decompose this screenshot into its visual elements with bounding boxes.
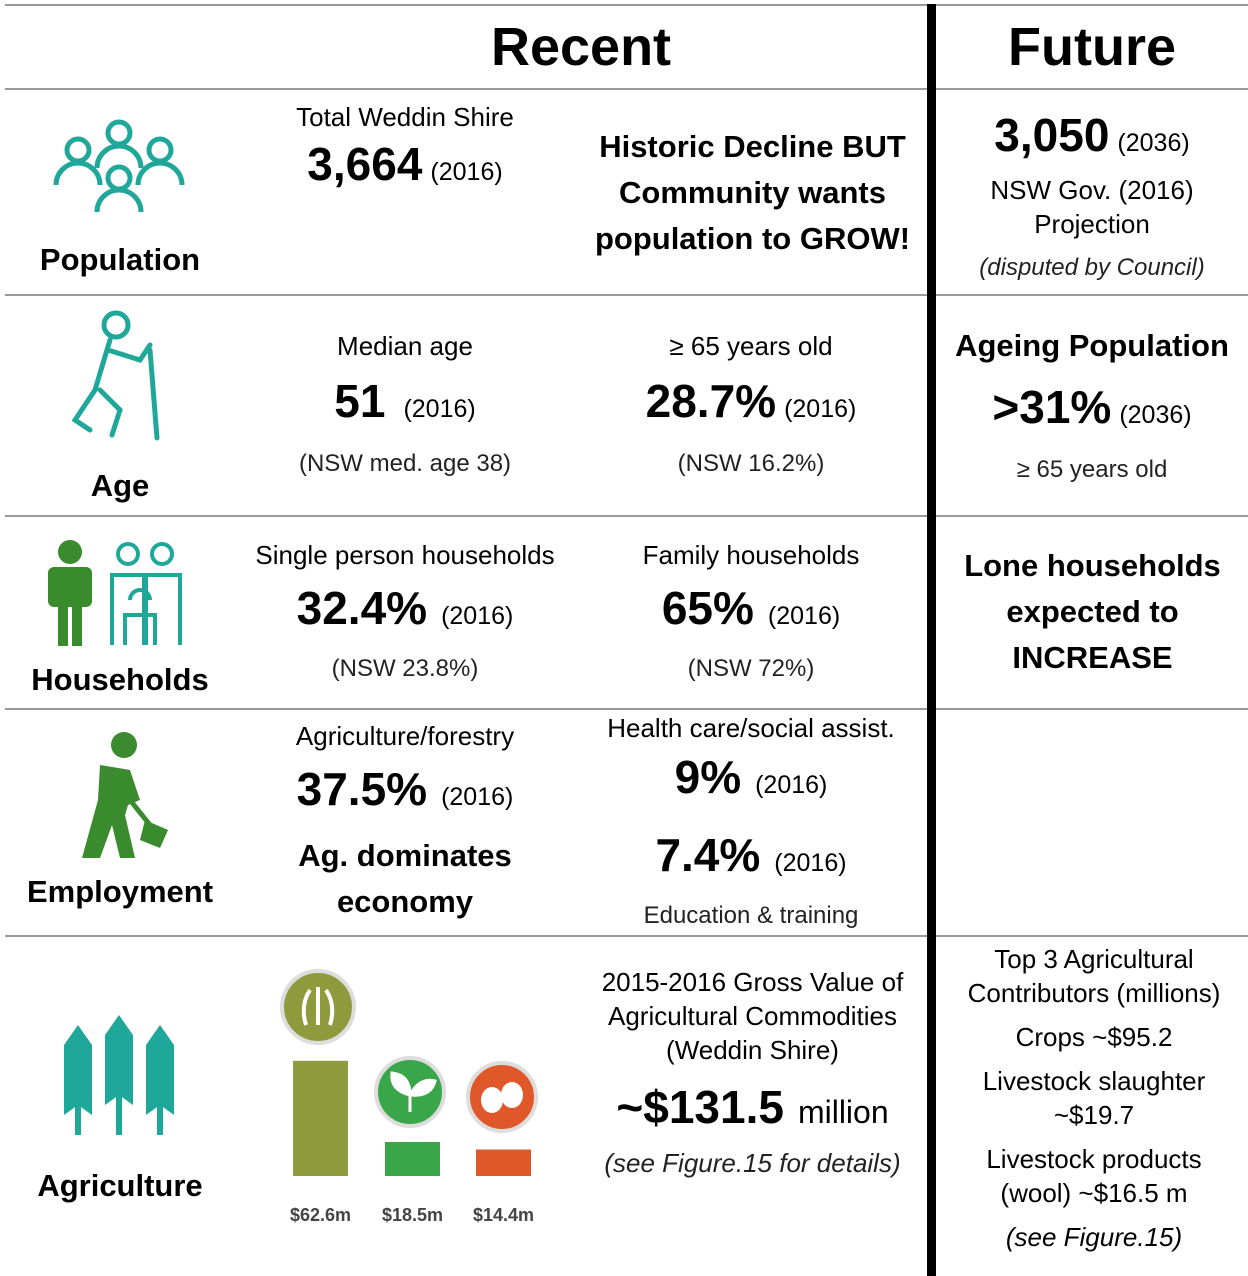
households-icon (48, 540, 182, 646)
header-recent: Recent (490, 16, 672, 77)
caption: Family households (642, 540, 860, 570)
value: 37.5% (296, 763, 428, 815)
value: 28.7% (645, 375, 777, 427)
bar (385, 1141, 440, 1176)
cell: ≥ 65 years old 28.7% (2016) (NSW 16.2%) (575, 300, 927, 510)
cell: Family households 65% (2016) (NSW 72%) (575, 520, 927, 704)
rule (5, 88, 1248, 90)
bar (476, 1149, 531, 1176)
cell: Agriculture/forestry 37.5% (2016) Ag. dom… (235, 712, 575, 932)
year: (2036) (1117, 128, 1190, 157)
caption: Single person households (255, 540, 555, 570)
year: (2016) (441, 783, 514, 811)
rule (5, 515, 1248, 517)
row-label: Employment (26, 874, 214, 909)
future-line: Crops ~$95.2 (1015, 1022, 1173, 1052)
year: (2016) (784, 395, 857, 423)
cell: Historic Decline BUT Community wants pop… (585, 95, 920, 290)
rule (5, 294, 1248, 296)
caption: Median age (337, 331, 473, 361)
year: (2016) (430, 158, 503, 186)
row-label: Population (39, 242, 201, 277)
value: 51 (334, 375, 386, 427)
divider (927, 4, 936, 1276)
value: 65% (661, 582, 754, 634)
title: Lone households expected to INCREASE (964, 548, 1221, 675)
statement: Historic Decline BUT Community wants pop… (594, 128, 911, 256)
note: Ag. dominates economy (298, 838, 512, 919)
caveat: (disputed by Council) (979, 253, 1205, 281)
note: (NSW 23.8%) (331, 655, 479, 682)
value: 7.4% (655, 829, 761, 881)
agriculture-icon (64, 1015, 174, 1135)
rule (5, 708, 1248, 710)
row-label: Agriculture (37, 1168, 203, 1203)
rule (5, 935, 1248, 937)
cell: Single person households 32.4% (2016) (NS… (235, 520, 575, 704)
cell: Top 3 Agricultural Contributors (million… (940, 942, 1248, 1276)
note: NSW Gov. (2016) Projection (990, 174, 1194, 239)
future-line: Livestock slaughter ~$19.7 (982, 1066, 1206, 1130)
unit: million (797, 1094, 889, 1130)
note: Education & training (643, 902, 859, 929)
caption: 2015-2016 Gross Value of Agricultural Co… (601, 967, 904, 1065)
commodity-icons (280, 969, 538, 1133)
caption: Agriculture/forestry (295, 721, 515, 751)
value: 3,050 (994, 108, 1110, 161)
note: (NSW 72%) (687, 655, 815, 682)
value: ~$131.5 (616, 1081, 784, 1133)
note: (NSW 16.2%) (677, 450, 825, 477)
value: 3,664 (307, 138, 423, 190)
population-icon (53, 119, 185, 213)
note: ≥ 65 years old (1016, 456, 1168, 483)
year: (2016) (767, 602, 841, 630)
header-future: Future (1008, 16, 1176, 77)
future-line: (see Figure.15) (1005, 1222, 1183, 1252)
bar-label: $62.6m (290, 1205, 351, 1225)
future-line: Livestock products (wool) ~$16.5 m (986, 1144, 1202, 1208)
cell: Ageing Population >31% (2036) ≥ 65 years … (936, 300, 1248, 510)
future-line: Top 3 Agricultural Contributors (million… (967, 944, 1221, 1008)
year: (2036) (1119, 401, 1192, 429)
bar-label: $14.4m (473, 1205, 534, 1225)
row-label: Age (90, 468, 150, 503)
cell: 2015-2016 Gross Value of Agricultural Co… (585, 965, 920, 1205)
year: (2016) (403, 395, 476, 423)
value: 9% (674, 751, 742, 803)
caption: Total Weddin Shire (296, 102, 514, 132)
age-icon (71, 310, 160, 441)
cell: Lone households expected to INCREASE (950, 520, 1235, 704)
year: (2016) (755, 771, 828, 799)
value: 32.4% (296, 582, 428, 634)
employment-icon (82, 732, 168, 858)
bar (293, 1060, 348, 1176)
note: (NSW med. age 38) (298, 450, 512, 477)
bar-label: $18.5m (382, 1205, 443, 1225)
caption: Health care/social assist. (607, 713, 895, 743)
cell: Total Weddin Shire 3,664 (2016) (235, 100, 575, 230)
rule (5, 4, 1248, 6)
year: (2016) (774, 849, 847, 877)
year: (2016) (441, 602, 514, 630)
cell: 3,050 (2036) NSW Gov. (2016) Projection (… (936, 95, 1248, 294)
title: Ageing Population (955, 328, 1229, 363)
value: >31% (992, 381, 1112, 433)
cell: Health care/social assist. 9% (2016) 7.4%… (575, 712, 927, 932)
caption: ≥ 65 years old (669, 331, 833, 361)
note: (see Figure.15 for details) (604, 1148, 901, 1178)
cell: Median age 51 (2016) (NSW med. age 38) (235, 300, 575, 510)
row-label: Households (31, 662, 209, 697)
